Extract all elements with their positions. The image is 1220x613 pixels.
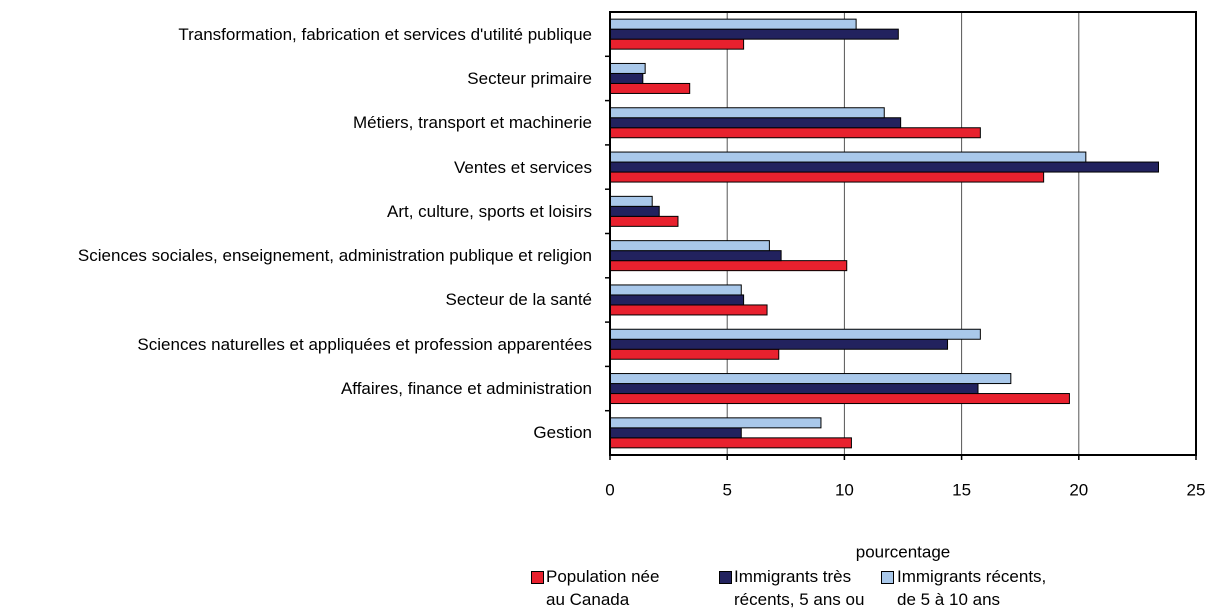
bar [609, 117, 902, 129]
y-tick-label: Secteur primaire [467, 68, 592, 88]
bar [609, 82, 691, 94]
bar [609, 417, 822, 429]
legend-swatch [531, 571, 544, 584]
x-tick-label: 10 [835, 480, 854, 499]
bar [609, 161, 1159, 173]
bar [609, 107, 885, 119]
y-tick-label: Ventes et services [454, 157, 592, 177]
y-tick-label: Affaires, finance et administration [340, 379, 592, 399]
x-axis-label: pourcentage [856, 542, 951, 561]
bar [609, 304, 768, 316]
y-tick-label: Transformation, fabrication et services … [178, 24, 592, 44]
bar [609, 328, 981, 340]
x-tick-label: 20 [1069, 480, 1088, 499]
bar [609, 348, 780, 360]
bar [609, 28, 899, 40]
bar [609, 62, 646, 74]
y-tick-label: Métiers, transport et machinerie [352, 113, 592, 133]
bar [609, 393, 1070, 405]
y-tick-label: Sciences naturelles et appliquées et pro… [137, 334, 592, 354]
bar [609, 260, 848, 272]
legend-label: Population née au Canada [546, 567, 660, 609]
legend-label: Immigrants récents, de 5 à 10 ans [897, 567, 1047, 609]
y-tick-label: Art, culture, sports et loisirs [386, 201, 592, 221]
bar [609, 72, 644, 84]
bar [609, 294, 745, 306]
bar [609, 240, 770, 252]
plot-frame [609, 11, 1197, 456]
bar [609, 38, 745, 50]
bar [609, 373, 1012, 385]
bar [609, 250, 782, 262]
legend-label: Immigrants très récents, 5 ans ou moins [734, 567, 865, 609]
legend-swatch [881, 571, 894, 584]
y-tick-label: Gestion [533, 423, 592, 443]
y-tick-label: Sciences sociales, enseignement, adminis… [77, 246, 592, 266]
bar [609, 215, 679, 227]
bar [609, 127, 981, 139]
bar [609, 205, 660, 217]
bar [609, 195, 653, 207]
bar [609, 151, 1087, 163]
x-tick-label: 15 [952, 480, 971, 499]
bar [609, 437, 852, 449]
y-tick-label: Secteur de la santé [445, 290, 592, 310]
bar [609, 338, 949, 350]
legend-swatch [719, 571, 732, 584]
x-tick-label: 0 [605, 480, 614, 499]
x-tick-label: 25 [1187, 480, 1206, 499]
bar [609, 171, 1045, 183]
x-tick-label: 5 [722, 480, 731, 499]
bar [609, 284, 742, 296]
bar [609, 383, 979, 395]
bar [609, 18, 857, 30]
bar [609, 427, 742, 439]
